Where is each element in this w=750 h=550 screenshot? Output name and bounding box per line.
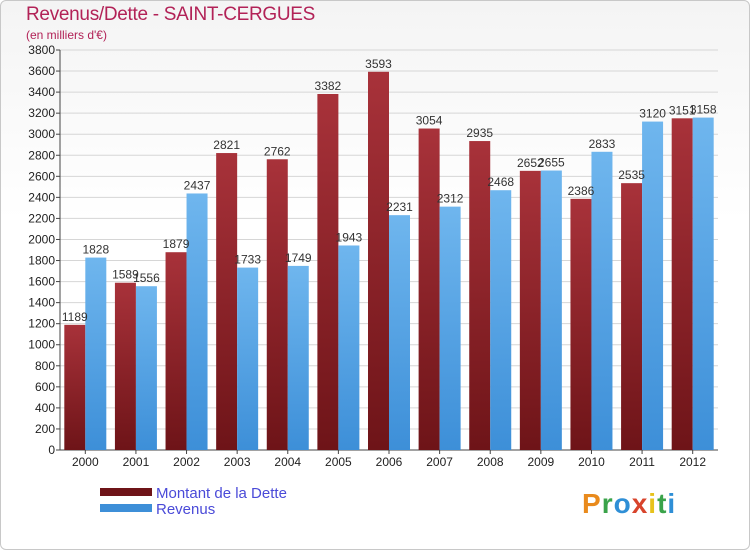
debt-value-label: 2762 — [264, 144, 291, 158]
debt-bar — [418, 128, 440, 451]
x-tick-label: 2010 — [578, 455, 605, 469]
y-tick-label: 400 — [35, 401, 55, 415]
revenue-value-label: 3158 — [690, 103, 717, 117]
y-tick-label: 600 — [35, 380, 55, 394]
revenue-bar — [85, 257, 107, 450]
debt-value-label: 2535 — [618, 168, 645, 182]
revenue-value-label: 3120 — [639, 107, 666, 121]
debt-value-label: 3382 — [315, 79, 342, 93]
revenue-bar — [642, 121, 664, 450]
x-tick-label: 2001 — [123, 455, 150, 469]
revenue-value-label: 2833 — [589, 137, 616, 151]
debt-value-label: 1879 — [163, 237, 190, 251]
x-tick-label: 2011 — [629, 455, 655, 469]
revenue-value-label: 1556 — [133, 271, 160, 285]
debt-bar — [469, 141, 491, 451]
debt-bar — [368, 71, 389, 450]
legend-swatch-revenue — [100, 504, 152, 512]
revenue-value-label: 2468 — [487, 175, 514, 189]
revenue-bar — [490, 190, 512, 451]
y-tick-label: 3600 — [28, 64, 55, 78]
revenue-value-label: 1749 — [285, 251, 312, 265]
revenue-value-label: 1828 — [82, 243, 109, 257]
revenue-bar — [287, 265, 309, 450]
debt-bar — [266, 159, 288, 450]
x-tick-label: 2012 — [679, 455, 706, 469]
debt-value-label: 2652 — [517, 156, 544, 170]
debt-bar — [519, 170, 541, 450]
revenue-bar — [439, 206, 461, 450]
y-tick-label: 2600 — [28, 169, 55, 183]
y-tick-label: 3800 — [28, 43, 55, 57]
y-tick-label: 800 — [35, 359, 55, 373]
y-tick-label: 0 — [48, 443, 55, 457]
debt-bar — [621, 183, 643, 450]
debt-bar — [570, 198, 592, 450]
x-tick-label: 2006 — [376, 455, 403, 469]
y-tick-label: 3400 — [28, 85, 55, 99]
revenue-value-label: 2312 — [437, 192, 464, 206]
debt-bar — [317, 94, 339, 450]
y-tick-label: 2200 — [28, 211, 55, 225]
y-tick-label: 2800 — [28, 148, 55, 162]
revenue-value-label: 2231 — [386, 200, 413, 214]
chart-title: Revenus/Dette - SAINT-CERGUES — [26, 4, 316, 25]
debt-value-label: 2821 — [213, 138, 240, 152]
x-tick-label: 2004 — [274, 455, 301, 469]
y-tick-label: 3000 — [28, 127, 55, 141]
debt-value-label: 3151 — [669, 103, 696, 117]
proxiti-logo: Proxiti — [582, 488, 677, 519]
legend-swatch-debt — [100, 488, 152, 496]
revenue-bar — [135, 286, 157, 450]
debt-bar — [114, 282, 136, 450]
debt-value-label: 1589 — [112, 268, 139, 282]
y-tick-label: 1800 — [28, 254, 55, 268]
y-tick-label: 3200 — [28, 106, 55, 120]
x-tick-label: 2008 — [477, 455, 504, 469]
x-tick-label: 2007 — [426, 455, 453, 469]
debt-value-label: 3593 — [365, 57, 392, 71]
revenue-value-label: 2655 — [538, 156, 565, 170]
debt-value-label: 3054 — [416, 114, 443, 128]
revenue-bar — [389, 215, 410, 450]
revenue-bar — [591, 151, 613, 450]
chart-subtitle: (en milliers d'€) — [26, 28, 107, 42]
revenue-bar — [237, 267, 259, 450]
x-tick-label: 2005 — [325, 455, 352, 469]
x-tick-label: 2000 — [72, 455, 99, 469]
x-tick-label: 2002 — [173, 455, 200, 469]
y-tick-label: 200 — [35, 422, 55, 436]
x-tick-label: 2009 — [527, 455, 554, 469]
y-tick-label: 2400 — [28, 190, 55, 204]
revenue-value-label: 1733 — [234, 253, 261, 267]
debt-bar — [216, 153, 238, 451]
revenue-bar — [338, 245, 360, 450]
revenue-bar — [186, 193, 208, 450]
y-tick-label: 1400 — [28, 296, 55, 310]
revenue-value-label: 2437 — [184, 178, 211, 192]
y-tick-label: 1600 — [28, 275, 55, 289]
debt-bar — [165, 252, 187, 450]
y-tick-label: 2000 — [28, 232, 55, 246]
debt-bar — [64, 324, 86, 450]
revenue-value-label: 1943 — [336, 230, 363, 244]
y-tick-label: 1000 — [28, 338, 55, 352]
revenue-bar — [540, 170, 562, 451]
debt-value-label: 2386 — [568, 184, 595, 198]
revenue-bar — [692, 117, 714, 450]
legend-label-revenue: Revenus — [156, 501, 215, 518]
legend-label-debt: Montant de la Dette — [156, 485, 287, 502]
debt-value-label: 2935 — [466, 126, 493, 140]
x-tick-label: 2003 — [224, 455, 251, 469]
y-tick-label: 1200 — [28, 317, 55, 331]
debt-value-label: 1189 — [62, 310, 88, 324]
debt-bar — [671, 118, 693, 450]
